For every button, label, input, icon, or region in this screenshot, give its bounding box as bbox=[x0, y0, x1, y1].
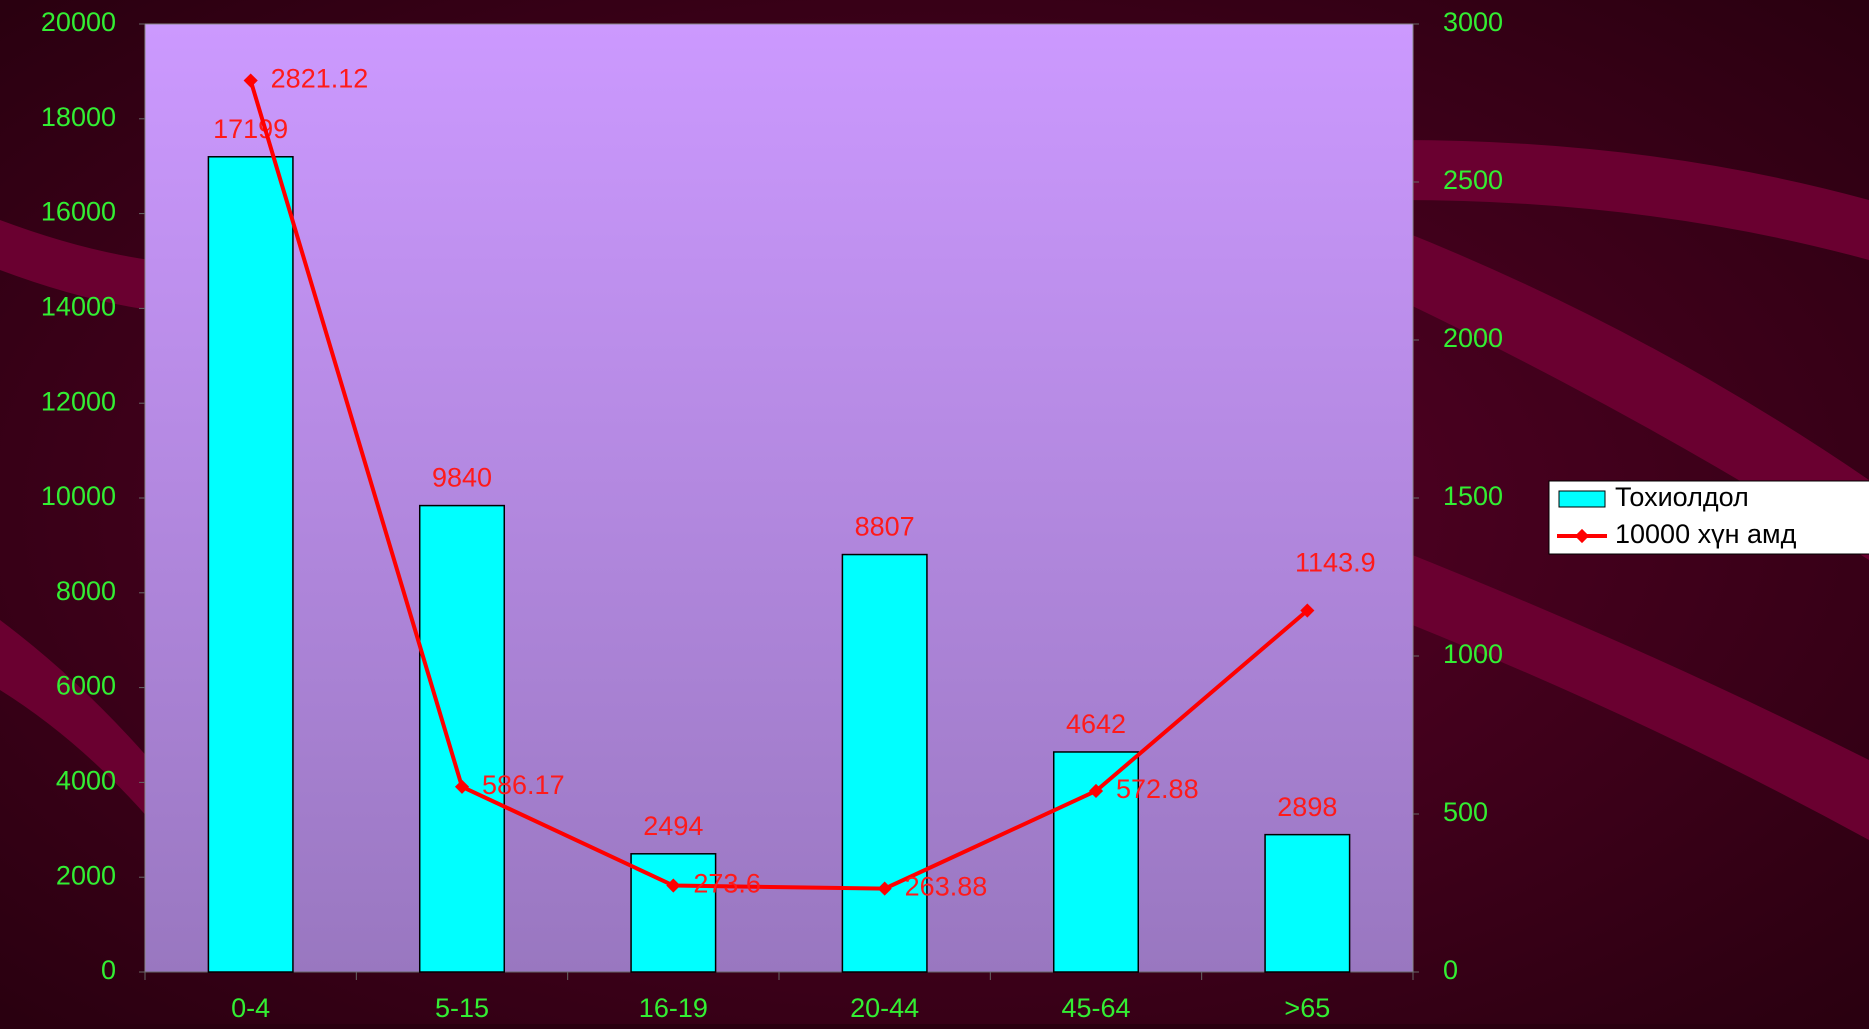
data-label: 1143.9 bbox=[1295, 548, 1376, 578]
legend-marker bbox=[1574, 528, 1590, 544]
bar bbox=[841, 553, 928, 973]
legend-swatch bbox=[1558, 490, 1606, 508]
data-label: 17199 bbox=[213, 114, 288, 144]
y-tick-label: 8000 bbox=[56, 576, 116, 606]
y2-tick-label: 1000 bbox=[1443, 639, 1503, 669]
background-stripe bbox=[0, 220, 150, 310]
x-tick-label: 0-4 bbox=[231, 993, 270, 1023]
y-tick-label: 16000 bbox=[41, 197, 116, 227]
y-tick-label: 12000 bbox=[41, 386, 116, 416]
y-tick-label: 6000 bbox=[56, 671, 116, 701]
data-label: 572.88 bbox=[1116, 774, 1199, 804]
y2-tick-label: 500 bbox=[1443, 797, 1488, 827]
background-stripe bbox=[1400, 230, 1869, 560]
background-stripe bbox=[0, 620, 150, 820]
y2-tick-label: 3000 bbox=[1443, 7, 1503, 37]
data-label: 9840 bbox=[432, 463, 492, 493]
background-stripe bbox=[1400, 550, 1869, 840]
line bbox=[248, 79, 1309, 891]
x-tick-label: 5-15 bbox=[435, 993, 489, 1023]
y-tick-label: 4000 bbox=[56, 766, 116, 796]
bar bbox=[418, 504, 506, 973]
line-marker bbox=[877, 881, 892, 896]
y2-tick-label: 1500 bbox=[1443, 481, 1503, 511]
data-label: 2821.12 bbox=[271, 64, 369, 94]
data-label: 2898 bbox=[1277, 792, 1337, 822]
legend-label: Тохиолдол bbox=[1615, 482, 1749, 512]
legend-label: 10000 хүн амд bbox=[1615, 519, 1797, 549]
plot-area bbox=[144, 23, 1414, 973]
y2-tick-label: 0 bbox=[1443, 955, 1458, 985]
line-marker bbox=[1300, 603, 1315, 618]
x-tick-label: >65 bbox=[1284, 993, 1330, 1023]
y-tick-label: 20000 bbox=[41, 7, 116, 37]
data-label: 4642 bbox=[1066, 709, 1126, 739]
y-tick-label: 14000 bbox=[41, 292, 116, 322]
x-tick-label: 16-19 bbox=[639, 993, 708, 1023]
y-tick-label: 0 bbox=[101, 955, 116, 985]
y-tick-label: 10000 bbox=[41, 481, 116, 511]
x-tick-label: 45-64 bbox=[1061, 993, 1130, 1023]
y2-tick-label: 2000 bbox=[1443, 323, 1503, 353]
data-label: 273.6 bbox=[693, 869, 761, 899]
line-marker bbox=[454, 779, 470, 794]
y-tick-label: 18000 bbox=[41, 102, 116, 132]
bar bbox=[207, 156, 294, 973]
y2-tick-label: 2500 bbox=[1443, 165, 1503, 195]
data-label: 586.17 bbox=[482, 770, 565, 800]
x-tick-label: 20-44 bbox=[850, 993, 919, 1023]
line-marker bbox=[666, 878, 681, 893]
y-tick-label: 2000 bbox=[56, 860, 116, 890]
data-label: 8807 bbox=[855, 512, 915, 542]
data-label: 2494 bbox=[643, 811, 703, 841]
line-marker bbox=[1088, 783, 1104, 799]
bar bbox=[630, 853, 717, 973]
bar bbox=[1264, 833, 1351, 973]
data-label: 263.88 bbox=[905, 872, 988, 902]
background-stripe bbox=[1400, 140, 1869, 260]
